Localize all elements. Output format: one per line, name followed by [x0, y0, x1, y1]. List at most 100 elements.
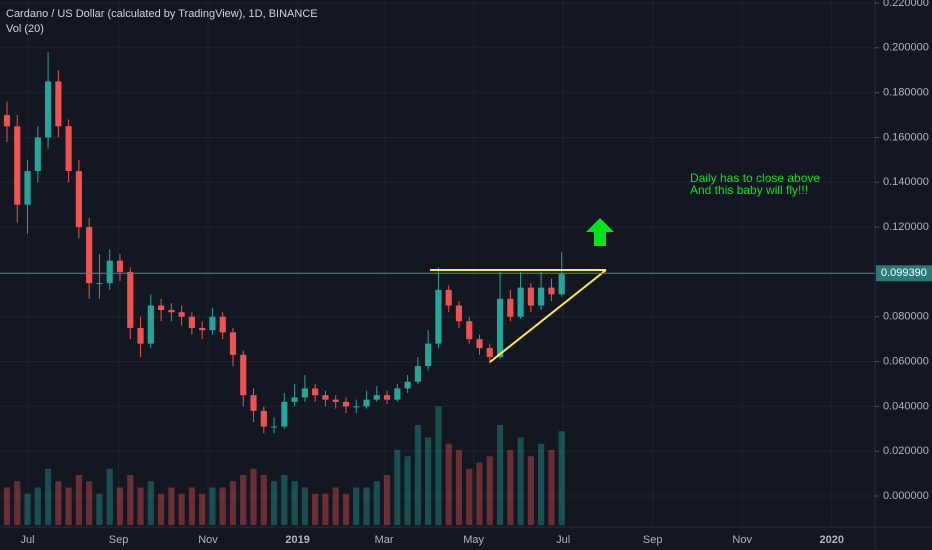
volume-bar — [137, 487, 144, 525]
candle-body — [219, 316, 226, 333]
candle-body — [250, 395, 257, 411]
y-tick-label: 0.040000 — [883, 400, 929, 412]
volume-bar — [281, 475, 288, 525]
volume-bar — [86, 481, 93, 525]
volume-bar — [538, 443, 545, 525]
volume-bar — [24, 493, 31, 525]
volume-bar — [3, 487, 11, 525]
volume-bar — [34, 487, 41, 525]
candle-body — [538, 287, 545, 306]
y-tick-label: 0.220000 — [883, 0, 929, 9]
volume-bar — [178, 493, 185, 525]
volume-bar — [106, 468, 113, 525]
volume-bar — [168, 487, 175, 525]
candle-body — [496, 298, 504, 358]
volume-bar — [219, 487, 226, 525]
volume-bar — [147, 481, 154, 525]
x-tick-label: Jul — [20, 534, 34, 546]
volume-bar — [496, 425, 504, 525]
candle-body — [301, 388, 308, 398]
volume-bar — [445, 443, 452, 525]
volume-bar — [332, 487, 339, 525]
volume-bar — [312, 493, 319, 525]
candle-body — [558, 274, 565, 295]
y-tick-label: 0.060000 — [883, 355, 929, 367]
trend-line — [489, 269, 607, 363]
y-tick-label: 0.180000 — [883, 87, 929, 99]
volume-bar — [363, 487, 370, 525]
volume-bar — [455, 450, 463, 525]
candle-body — [476, 339, 483, 349]
volume-bar — [342, 493, 350, 525]
x-tick-label: 2019 — [285, 534, 309, 546]
candle-body — [178, 312, 185, 317]
volume-pane — [3, 406, 565, 525]
annotation: Daily has to close above — [690, 171, 820, 185]
volume-bar — [270, 481, 278, 525]
volume-bar — [517, 437, 524, 525]
candle-body — [188, 316, 195, 328]
candle-body — [291, 397, 298, 402]
candle-body — [322, 395, 329, 400]
candle-body — [147, 305, 154, 344]
y-tick-label: 0.000000 — [883, 490, 929, 502]
volume-bar — [558, 431, 565, 525]
candle-body — [75, 171, 82, 228]
candle-body — [199, 327, 206, 331]
volume-bar — [383, 475, 391, 525]
volume-bar — [157, 493, 165, 525]
candle-body — [332, 399, 339, 402]
volume-bar — [373, 481, 380, 525]
candle-body — [260, 410, 267, 427]
volume-bar — [425, 437, 432, 525]
candle-body — [383, 395, 391, 400]
candle-body — [209, 316, 216, 331]
volume-bar — [507, 450, 514, 525]
volume-bar — [466, 468, 473, 525]
candle-body — [312, 388, 319, 396]
up-arrow — [586, 218, 614, 246]
volume-bar — [96, 493, 103, 525]
volume-bar — [240, 475, 247, 525]
candle-body — [96, 283, 103, 285]
candle-body — [517, 287, 524, 317]
y-tick-label: 0.020000 — [883, 445, 929, 457]
y-tick-label: 0.200000 — [883, 42, 929, 54]
candle-body — [435, 289, 442, 344]
candle-body — [342, 401, 350, 407]
volume-bar — [353, 487, 360, 525]
volume-bar — [404, 456, 411, 525]
candles — [3, 52, 565, 434]
volume-bar — [14, 481, 21, 525]
candle-body — [455, 305, 463, 322]
volume-bar — [75, 475, 82, 525]
candle-body — [373, 395, 380, 400]
candle-body — [466, 321, 473, 340]
candle-body — [548, 287, 555, 295]
volume-bar — [548, 450, 555, 525]
volume-bar — [188, 487, 195, 525]
candle-body — [137, 327, 144, 344]
candle-body — [127, 271, 134, 328]
x-tick-label: Sep — [643, 534, 663, 546]
candle-body — [425, 343, 432, 367]
x-tick-label: Mar — [375, 534, 394, 546]
volume-bar — [260, 475, 267, 525]
x-tick-label: 2020 — [820, 534, 844, 546]
candle-body — [270, 426, 278, 428]
x-tick-label: Nov — [732, 534, 752, 546]
candle-body — [14, 126, 21, 205]
y-tick-label: 0.140000 — [883, 176, 929, 188]
y-tick-label: 0.120000 — [883, 221, 929, 233]
candle-body — [44, 81, 52, 138]
chart-title: Cardano / US Dollar (calculated by Tradi… — [6, 8, 318, 20]
candle-body — [281, 401, 288, 427]
volume-bar — [486, 456, 493, 525]
candle-body — [168, 310, 175, 313]
x-tick-label: Nov — [198, 534, 218, 546]
volume-bar — [229, 481, 237, 525]
candle-body — [24, 171, 31, 205]
